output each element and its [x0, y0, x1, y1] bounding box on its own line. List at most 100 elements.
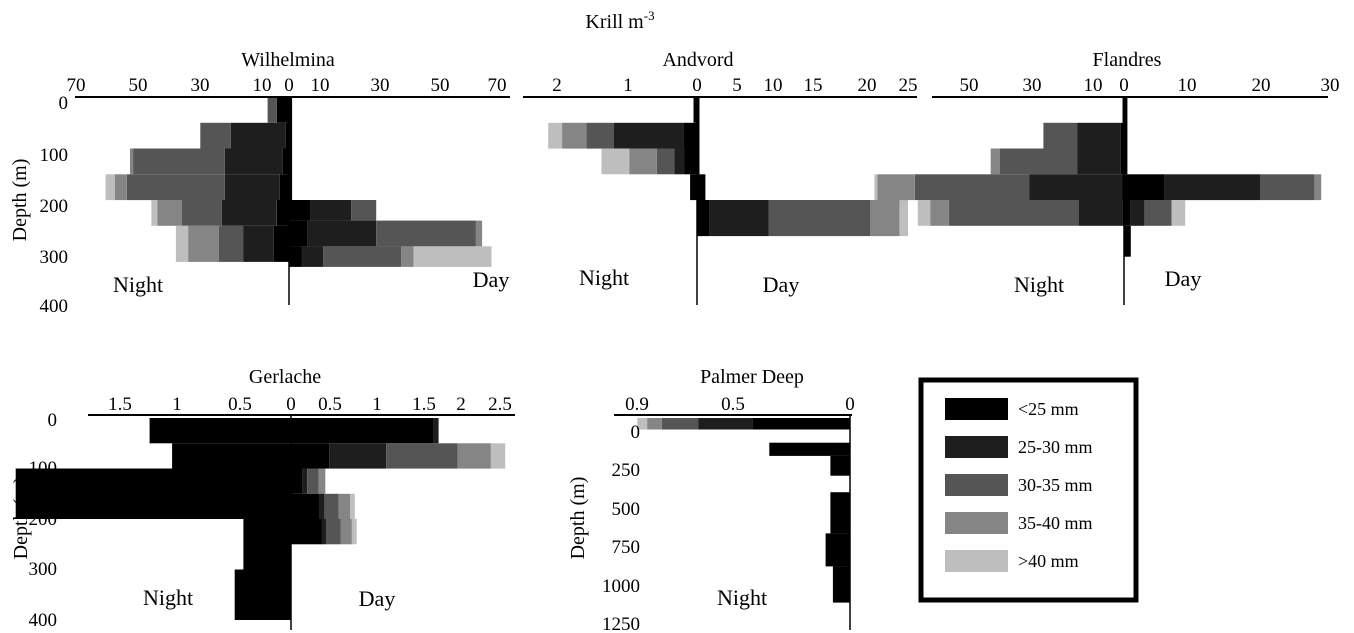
panel-flandres: Flandres 50 30 10 0 10 20 30 Night Day — [874, 49, 1340, 305]
day-bar-1-0 — [697, 174, 706, 201]
legend: <25 mm 25-30 mm 30-35 mm 35-40 mm >40 mm — [918, 377, 1139, 603]
night-bar-4-2 — [948, 200, 1079, 226]
day-bar-4-4 — [351, 519, 357, 545]
panel-title: Wilhelmina — [241, 49, 335, 71]
day-bar-2-3 — [870, 200, 900, 237]
night-bar-2-0 — [15, 468, 291, 519]
x-tick-label: 30 — [1023, 75, 1042, 96]
night-bar-2-1 — [674, 148, 685, 175]
x-tick-label: 0.5 — [318, 394, 342, 415]
y-tick-label: 1000 — [602, 576, 640, 597]
day-bar-2-1 — [307, 220, 377, 247]
night-bar-0-2 — [267, 97, 277, 123]
night-bar-4-1 — [221, 200, 277, 226]
day-bar-3-2 — [323, 246, 402, 267]
day-bar-3-3 — [401, 246, 414, 267]
x-tick-label: 1 — [623, 75, 633, 96]
day-bar-2-4 — [899, 200, 908, 237]
legend-label-2: 30-35 mm — [1018, 475, 1093, 495]
day-label: Day — [473, 267, 510, 292]
x-tick-label: 10 — [764, 75, 783, 96]
x-tick-label: 0.5 — [721, 394, 745, 415]
day-bar-3-0 — [289, 246, 302, 267]
night-bar-4-0 — [276, 200, 289, 226]
day-bar-1-4 — [490, 443, 506, 469]
x-tick-label: 25 — [899, 75, 918, 96]
night-bar-4-2 — [182, 200, 222, 226]
legend-label-0: <25 mm — [1018, 399, 1079, 419]
figure-title-superscript: -3 — [644, 8, 655, 23]
night-bar-3-1 — [224, 174, 280, 201]
night-bar-4-1 — [1079, 200, 1123, 226]
night-label: Night — [143, 585, 193, 610]
panel-palmer-deep: Palmer Deep 0.9 0.5 0 0 250 500 750 1000 1250 Dept… — [567, 366, 855, 633]
x-tick-label: 0 — [692, 75, 702, 96]
day-bar-2-4 — [1171, 200, 1186, 226]
night-label: Night — [717, 585, 767, 610]
night-bar-3-2 — [914, 174, 1030, 201]
day-bar-4-1 — [321, 519, 327, 545]
y-tick-label: 750 — [612, 537, 641, 558]
legend-label-3: 35-40 mm — [1018, 513, 1093, 533]
y-tick-label: 0 — [631, 422, 641, 443]
day-label: Day — [1165, 266, 1202, 291]
night-bar-4-3 — [930, 200, 949, 226]
x-tick-label: 50 — [129, 75, 148, 96]
panel-gerlache: Gerlache 1.5 1 0.5 0 0.5 1 1.5 2 2.5 0 100 200 300 400… — [10, 366, 515, 631]
x-tick-label: 1 — [372, 394, 382, 415]
night-bar-0-0 — [693, 97, 697, 123]
day-bar-0-0 — [291, 418, 434, 444]
y-tick-label: 400 — [40, 296, 69, 317]
x-tick-label: 30 — [191, 75, 210, 96]
y-tick-label: 1250 — [602, 614, 640, 633]
day-bar-2-0 — [1124, 200, 1131, 226]
figure-title: Krill m-3 — [585, 8, 654, 33]
legend-swatch-4 — [945, 550, 1008, 572]
day-bar-3-0 — [1124, 225, 1131, 257]
night-bar-2-2 — [656, 148, 675, 175]
y-tick-label: 300 — [29, 559, 58, 580]
night-bar-2-1 — [224, 148, 283, 175]
day-bar-2-2 — [768, 200, 870, 237]
night-bar-3-4 — [105, 174, 115, 201]
night-bar-2-0 — [1120, 148, 1124, 175]
day-bar-2-0 — [291, 468, 303, 494]
legend-label-4: >40 mm — [1018, 551, 1079, 571]
y-tick-label: 0 — [59, 93, 69, 114]
night-bar-3-3 — [877, 174, 915, 201]
x-tick-label: 10 — [311, 75, 330, 96]
night-bar-0-1 — [698, 418, 753, 430]
y-tick-label: 500 — [612, 499, 641, 520]
day-label: Day — [763, 272, 800, 297]
night-label: Night — [113, 272, 163, 297]
x-tick-label: 10 — [253, 75, 272, 96]
night-bar-1-0 — [683, 122, 697, 149]
day-bar-1-0 — [289, 200, 311, 221]
night-bar-2-1 — [1077, 148, 1121, 175]
panel-title: Palmer Deep — [700, 366, 804, 388]
legend-swatch-3 — [945, 512, 1008, 534]
day-bar-3-4 — [413, 246, 492, 267]
night-bar-2-0 — [830, 455, 850, 476]
night-bar-2-2 — [133, 148, 225, 175]
night-bar-3-3 — [114, 174, 127, 201]
night-bar-1-2 — [1043, 122, 1078, 149]
day-bar-1-3 — [457, 443, 491, 469]
x-tick-label: 2 — [456, 394, 466, 415]
night-bar-3-2 — [127, 174, 225, 201]
night-bar-1-3 — [562, 122, 587, 149]
day-bar-2-1 — [709, 200, 769, 237]
y-tick-label: 200 — [40, 196, 69, 217]
night-bar-1-0 — [1120, 122, 1124, 149]
night-bar-3-0 — [243, 519, 291, 570]
night-label: Night — [579, 265, 629, 290]
night-bar-1-1 — [614, 122, 684, 149]
y-tick-label: 250 — [612, 460, 641, 481]
day-bar-1-1 — [310, 200, 352, 221]
night-bar-5-4 — [175, 225, 189, 262]
day-bar-4-2 — [326, 519, 341, 545]
panel-title: Andvord — [662, 49, 733, 71]
night-bar-4-3 — [157, 200, 182, 226]
